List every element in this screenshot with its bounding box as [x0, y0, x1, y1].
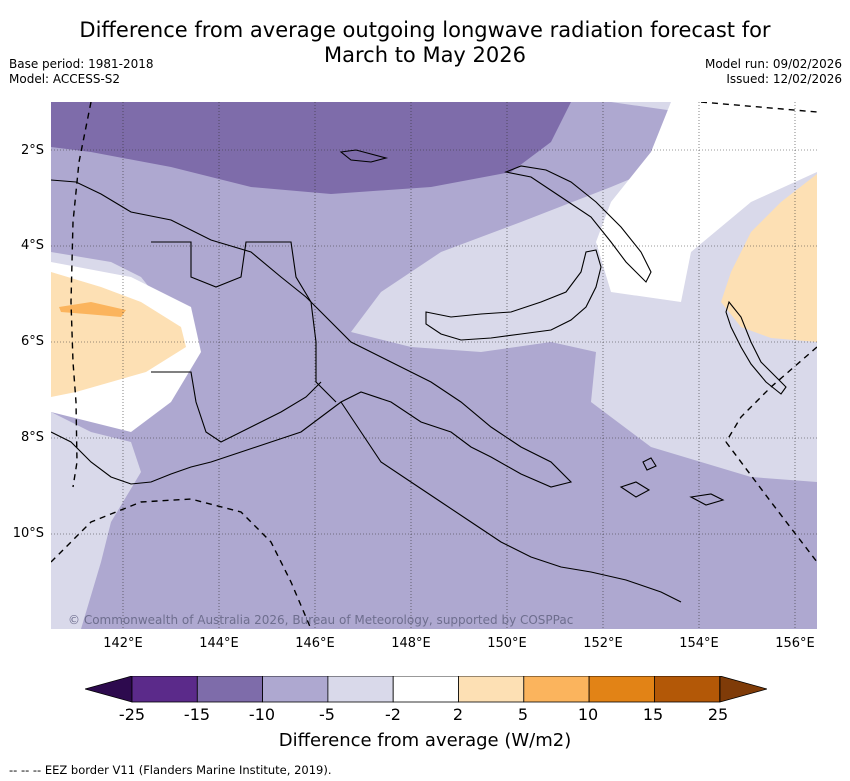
colorbar-cell-4 — [327, 676, 394, 703]
lat-label-8s: 8°S — [20, 430, 44, 445]
eez-legend-footer: -- -- -- EEZ border V11 (Flanders Marine… — [9, 763, 332, 777]
lon-label-152e: 152°E — [583, 636, 623, 651]
colorbar-cell-9 — [654, 676, 721, 703]
lat-label-4s: 4°S — [20, 238, 44, 253]
lon-label-156e: 156°E — [775, 636, 815, 651]
fill-neutral-east — [596, 102, 817, 302]
title-line-1: Difference from average outgoing longwav… — [79, 18, 771, 42]
eez-south — [51, 498, 312, 629]
coast-new-ireland — [504, 165, 652, 283]
eez-north-east — [700, 102, 817, 113]
base-period: Base period: 1981-2018 — [9, 57, 154, 71]
cbar-tick-6: 2 — [452, 705, 464, 724]
cbar-tick-9: 15 — [642, 705, 664, 724]
graticule — [51, 102, 817, 629]
fill-minus5-southwest — [51, 412, 141, 629]
lon-label-148e: 148°E — [391, 636, 431, 651]
copyright-notice: © Commonwealth of Australia 2026, Bureau… — [68, 613, 574, 627]
cbar-tick-7: 5 — [517, 705, 529, 724]
colorbar-label: Difference from average (W/m2) — [278, 730, 572, 751]
cbar-tick-3: -10 — [248, 705, 276, 724]
lon-label-146e: 146°E — [295, 636, 335, 651]
eez-southeast — [725, 441, 817, 563]
map-canvas — [51, 102, 817, 629]
lon-label-154e: 154°E — [679, 636, 719, 651]
fill-plus5-west — [59, 302, 126, 317]
colorbar-cell-1 — [131, 676, 198, 703]
lon-label-144e: 144°E — [199, 636, 239, 651]
lat-label-6s: 6°S — [20, 334, 44, 349]
cbar-tick-10: 25 — [707, 705, 729, 724]
meta-right: Model run: 09/02/2026 Issued: 12/02/2026 — [705, 57, 842, 87]
coast-new-guinea — [51, 179, 573, 488]
colorbar — [85, 676, 767, 703]
lon-label-150e: 150°E — [487, 636, 527, 651]
coast-new-britain — [425, 249, 602, 341]
eez-east — [725, 346, 817, 443]
cbar-tick-8: 10 — [577, 705, 599, 724]
meta-left: Base period: 1981-2018 Model: ACCESS-S2 — [9, 57, 154, 87]
colorbar-over — [719, 676, 767, 703]
colorbar-under — [85, 676, 133, 703]
eez-west — [70, 102, 92, 488]
cbar-tick-1: -25 — [118, 705, 146, 724]
map-title: Difference from average outgoing longwav… — [0, 18, 850, 68]
cbar-tick-2: -15 — [183, 705, 211, 724]
eez-borders — [51, 102, 817, 629]
coast-islands-east — [619, 457, 725, 506]
coast-bougainville — [725, 300, 787, 395]
model-name: Model: ACCESS-S2 — [9, 72, 121, 86]
model-run: Model run: 09/02/2026 — [704, 57, 842, 71]
title-line-2: March to May 2026 — [324, 43, 526, 67]
colorbar-cells — [131, 676, 721, 703]
cbar-tick-5: -2 — [385, 705, 401, 724]
coastlines — [51, 149, 787, 603]
lat-label-2s: 2°S — [20, 143, 44, 158]
cbar-tick-4: -5 — [319, 705, 335, 724]
issued-date: Issued: 12/02/2026 — [726, 72, 842, 86]
colorbar-cell-5 — [392, 676, 459, 703]
map-panel[interactable] — [51, 102, 817, 629]
coast-manus — [339, 149, 389, 163]
fill-plus2-east — [721, 174, 817, 342]
colorbar-cell-2 — [196, 676, 264, 703]
border-internal-2 — [151, 371, 322, 443]
colorbar-cell-3 — [262, 676, 329, 703]
colorbar-cell-6 — [458, 676, 525, 703]
fill-minus15-north — [51, 102, 571, 194]
colorbar-cell-8 — [588, 676, 655, 703]
lon-label-142e: 142°E — [103, 636, 143, 651]
lat-label-10s: 10°S — [12, 526, 44, 541]
coast-south-png — [340, 401, 682, 603]
colorbar-cell-7 — [523, 676, 590, 703]
border-internal — [151, 241, 337, 403]
